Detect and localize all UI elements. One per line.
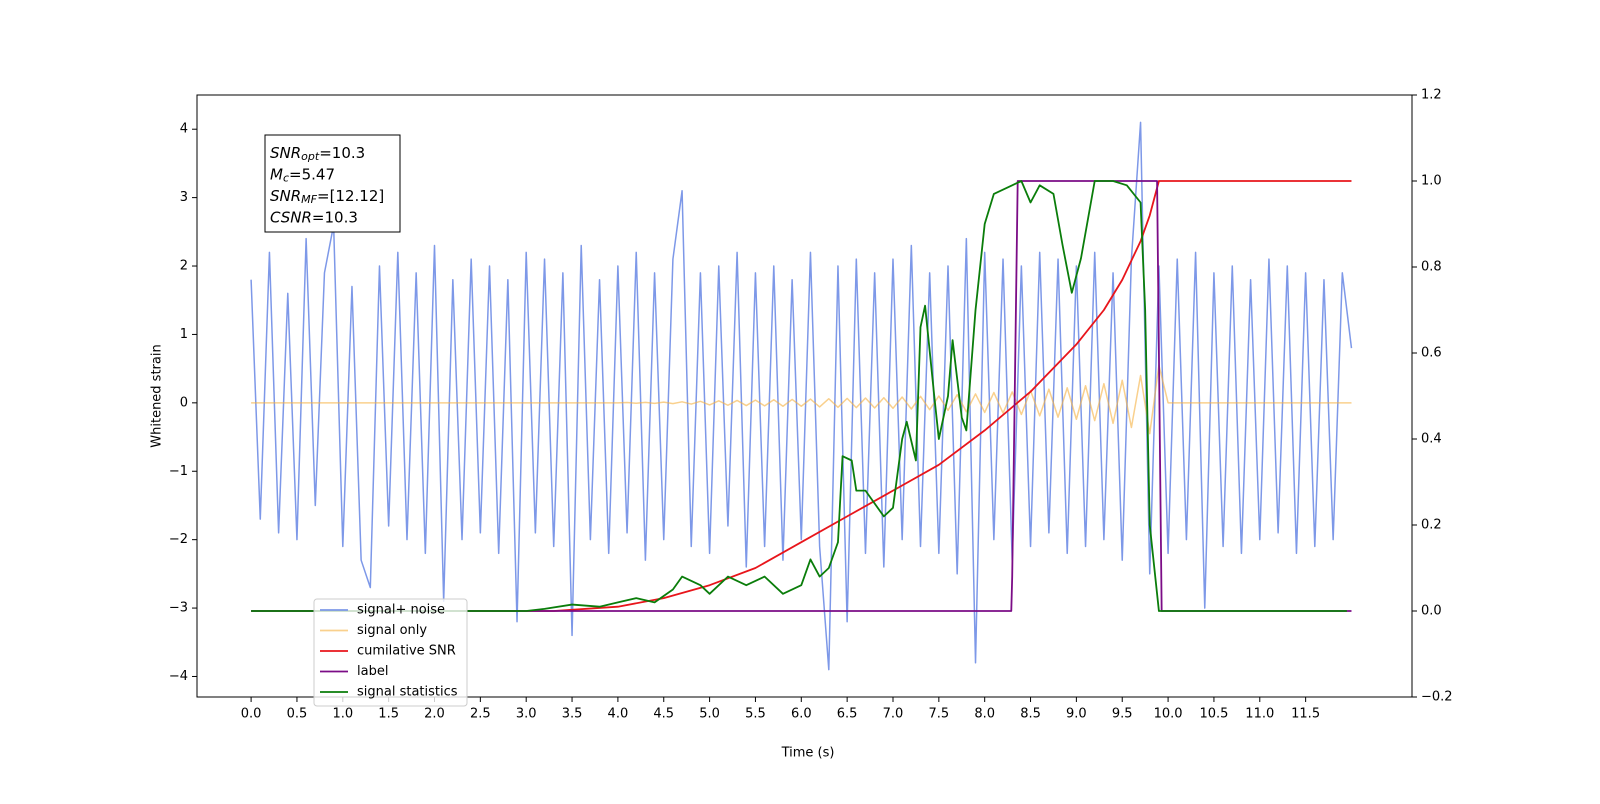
y-tick-label: −4: [169, 669, 188, 684]
y2-tick-label: 1.0: [1421, 174, 1442, 189]
x-tick-label: 0.5: [287, 707, 308, 722]
x-tick-label: 11.0: [1245, 707, 1274, 722]
plot-area: [250, 121, 1353, 671]
x-tick-label: 5.5: [745, 707, 766, 722]
x-tick-label: 1.0: [332, 707, 353, 722]
annotation-value: =[12.12]: [317, 187, 384, 205]
annotation-line: SNRopt=10.3: [270, 144, 365, 164]
y2-tick-label: 0.2: [1421, 518, 1442, 533]
x-tick-label: 6.0: [791, 707, 812, 722]
series-line: [250, 121, 1353, 671]
annotation-subscript: c: [283, 172, 289, 185]
annotation-value: =10.3: [319, 144, 365, 162]
annotation-symbol: SNR: [270, 187, 301, 205]
annotation-symbol: M: [270, 165, 283, 183]
y-tick-label: −1: [169, 464, 188, 479]
x-tick-label: 8.0: [974, 707, 995, 722]
annotation-line: SNRMF=[12.12]: [270, 187, 384, 207]
annotation-value: =5.47: [289, 165, 335, 183]
x-tick-label: 5.0: [699, 707, 720, 722]
x-tick-label: 2.0: [424, 707, 445, 722]
y-axis-label: Whitened strain: [150, 344, 165, 447]
x-tick-label: 10.0: [1154, 707, 1183, 722]
x-tick-label: 6.5: [837, 707, 858, 722]
legend-label: label: [357, 664, 388, 679]
legend-label: signal statistics: [357, 685, 458, 700]
annotation-symbol: CSNR: [270, 208, 312, 226]
x-tick-label: 2.5: [470, 707, 491, 722]
x-tick-label: 8.5: [1020, 707, 1041, 722]
x-tick-label: 4.5: [653, 707, 674, 722]
annotation-line: CSNR=10.3: [270, 208, 358, 226]
x-axis-label: Time (s): [781, 746, 835, 761]
y2-tick-label: 0.6: [1421, 346, 1442, 361]
x-tick-label: 4.0: [608, 707, 629, 722]
annotation-symbol: SNR: [270, 144, 301, 162]
x-tick-label: 11.5: [1291, 707, 1320, 722]
axes-frame: [196, 94, 1413, 698]
legend-label: signal only: [357, 623, 427, 638]
x-tick-label: 3.0: [516, 707, 537, 722]
annotation-frame: [264, 134, 401, 233]
annotation-value: =10.3: [312, 208, 358, 226]
y2-tick-label: 0.4: [1421, 432, 1442, 447]
x-tick-label: 7.5: [928, 707, 949, 722]
y2-tick-label: 0.8: [1421, 260, 1442, 275]
series-line: [251, 364, 1352, 435]
y-tick-label: 0: [180, 395, 188, 410]
x-tick-label: 3.5: [562, 707, 583, 722]
x-tick-label: 9.0: [1066, 707, 1087, 722]
y-tick-label: −2: [169, 532, 188, 547]
y-tick-label: 3: [180, 190, 188, 205]
annotation-subscript: MF: [301, 193, 317, 206]
annotation-subscript: opt: [301, 150, 320, 163]
legend: signal+ noise signal only cumilative SNR la…: [313, 598, 468, 707]
y2-tick-label: 0.0: [1421, 604, 1442, 619]
legend-label: signal+ noise: [357, 603, 445, 618]
x-tick-label: 9.5: [1112, 707, 1133, 722]
y-tick-label: −3: [169, 601, 188, 616]
y-tick-label: 4: [180, 122, 188, 137]
x-tick-label: 1.5: [378, 707, 399, 722]
y2-tick-label: −0.2: [1421, 690, 1453, 705]
y-tick-label: 1: [180, 327, 188, 342]
y-tick-label: 2: [180, 259, 188, 274]
x-tick-label: 7.0: [883, 707, 904, 722]
x-tick-label: 10.5: [1199, 707, 1228, 722]
y2-tick-label: 1.2: [1421, 88, 1442, 103]
legend-label: cumilative SNR: [357, 644, 456, 659]
series-line: [251, 180, 1352, 612]
legend-frame: [313, 598, 468, 707]
series-line: [251, 180, 1347, 612]
annotation-line: Mc=5.47: [270, 165, 335, 185]
x-tick-label: 0.0: [241, 707, 262, 722]
